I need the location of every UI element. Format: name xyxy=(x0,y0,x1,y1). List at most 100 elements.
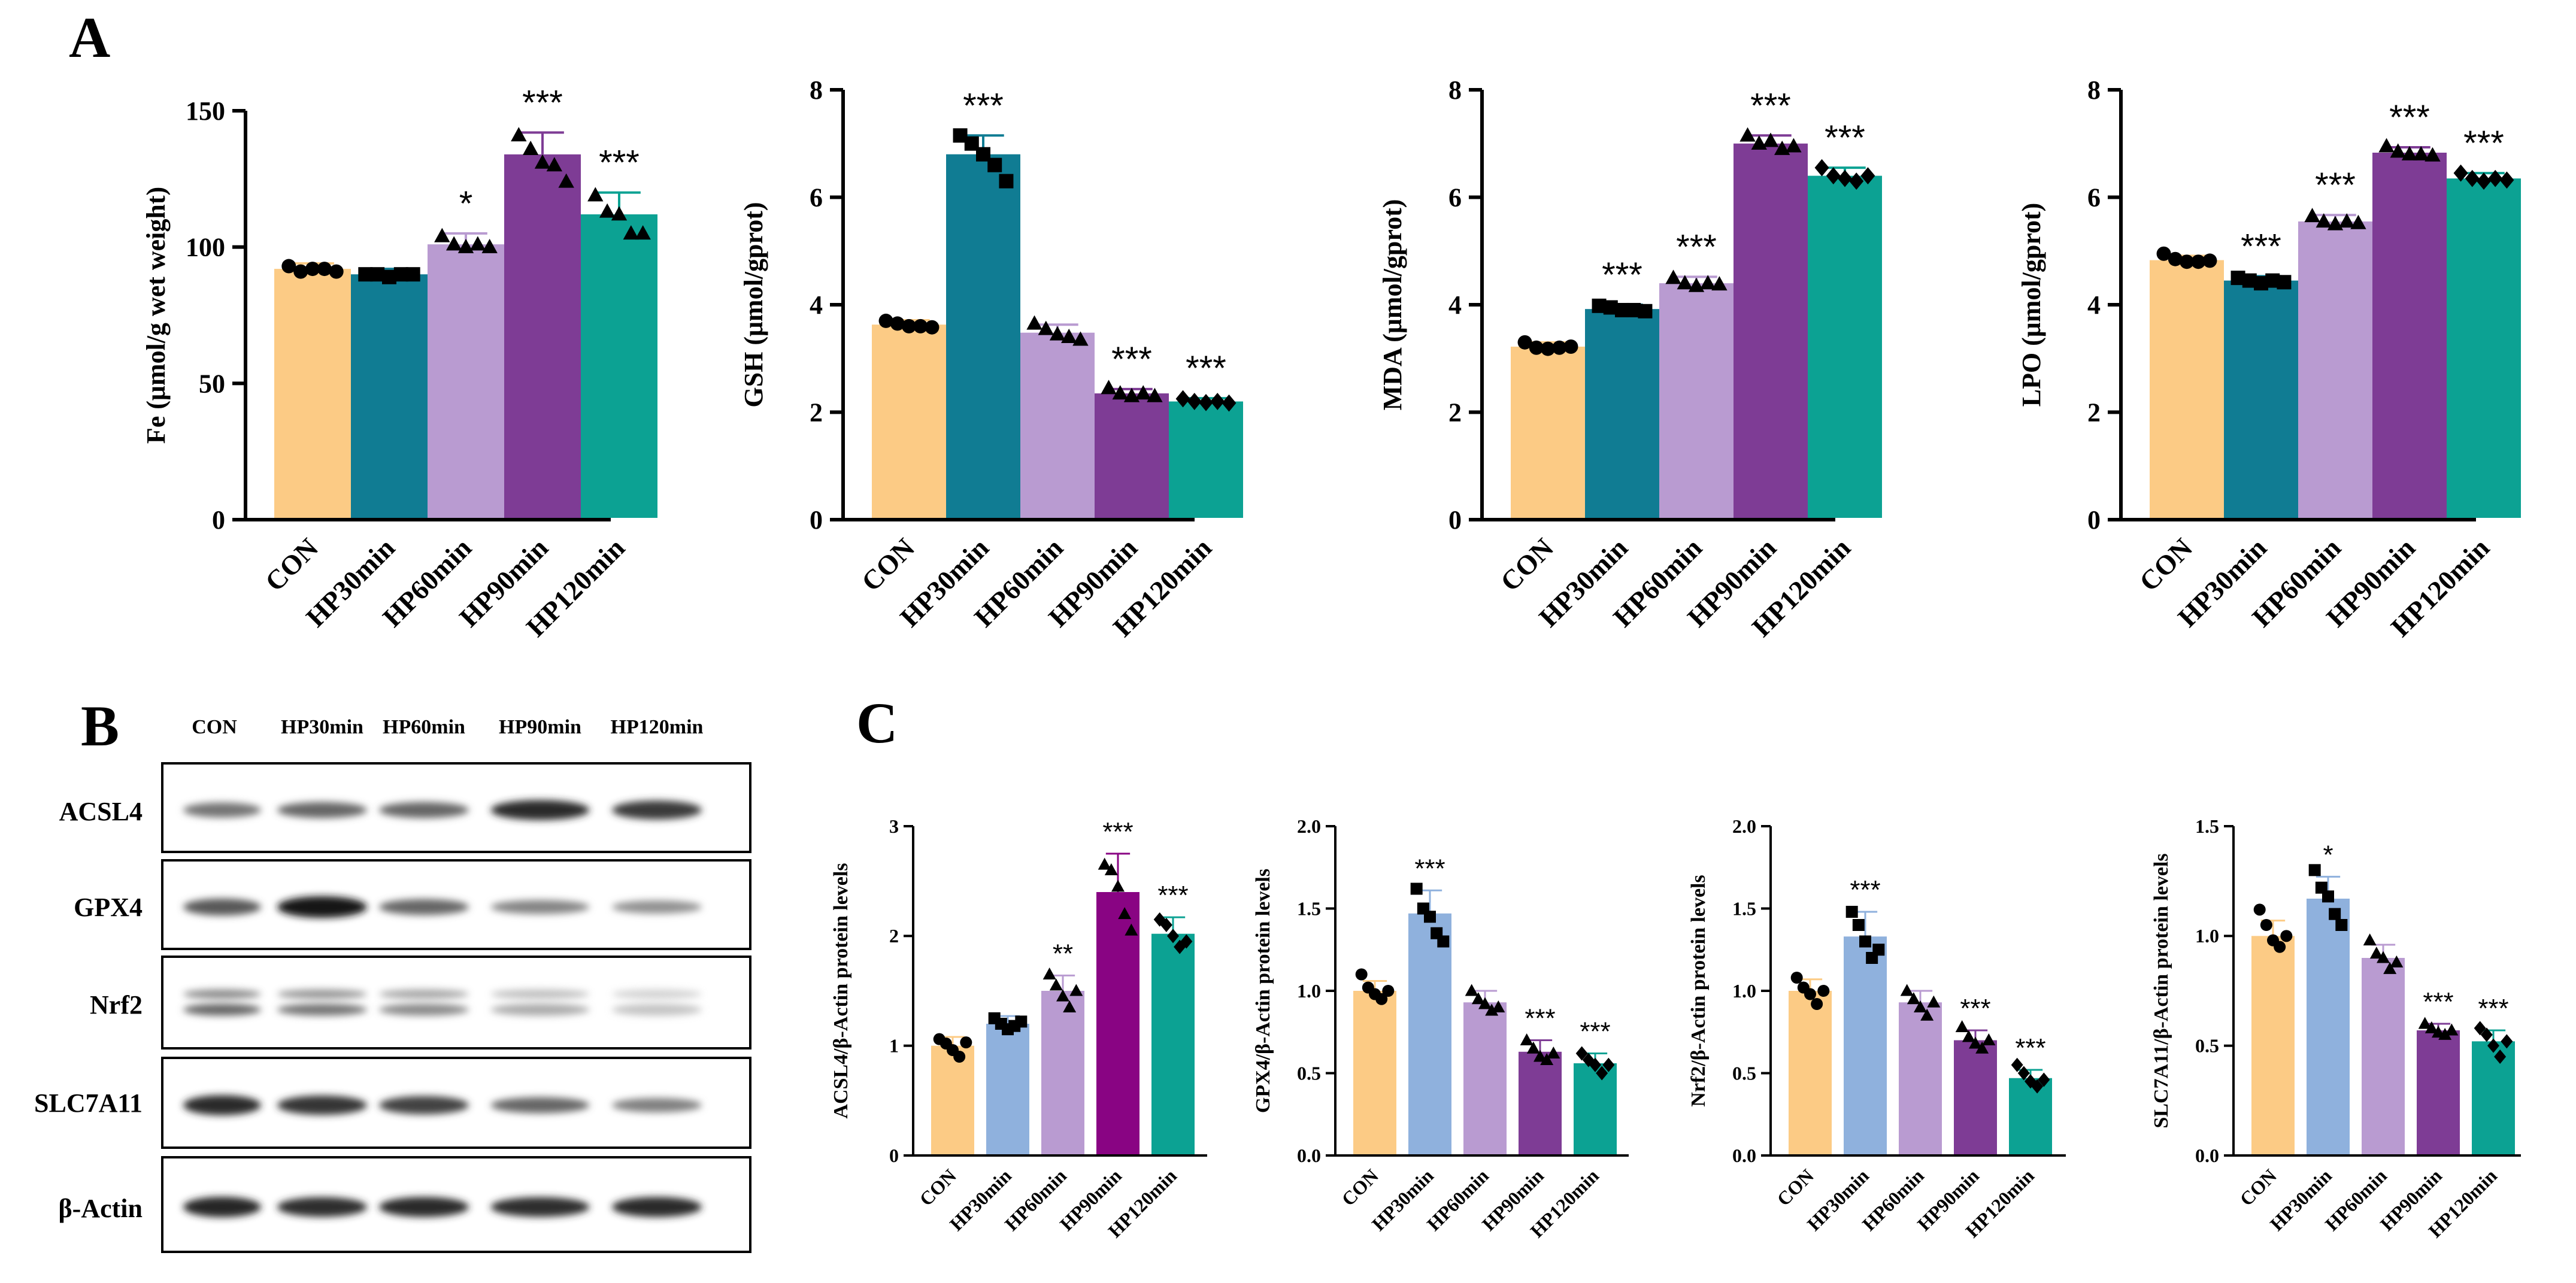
data-point xyxy=(405,267,420,282)
data-point xyxy=(1180,934,1193,949)
bar xyxy=(1659,283,1734,518)
x-tick-label: CON xyxy=(2133,532,2198,597)
data-point xyxy=(2369,947,2383,959)
data-point xyxy=(1375,993,1388,1005)
x-tick-label: CON xyxy=(2235,1164,2281,1210)
blot-band xyxy=(183,898,261,916)
data-point xyxy=(2011,1057,2023,1072)
y-tick-label: 0 xyxy=(810,505,823,535)
y-axis-label: SLC7A11/β-Actin protein levels xyxy=(2150,853,2172,1128)
data-point xyxy=(1790,972,1803,984)
bar xyxy=(2307,899,2350,1154)
data-point xyxy=(1552,340,1567,355)
significance-label: *** xyxy=(1157,881,1188,910)
y-tick-label: 6 xyxy=(810,183,823,212)
data-point xyxy=(987,157,1002,172)
bar xyxy=(1585,309,1659,518)
bar xyxy=(872,324,946,518)
bar xyxy=(1844,936,1887,1154)
blot-band xyxy=(183,1196,261,1218)
bar xyxy=(2224,280,2298,518)
significance-label: ** xyxy=(1053,939,1073,968)
blot-lane-label: HP60min xyxy=(383,716,465,738)
data-point xyxy=(635,225,651,240)
data-point xyxy=(1424,911,1436,923)
data-point xyxy=(2191,254,2206,269)
y-tick-label: 0 xyxy=(1448,505,1462,535)
data-point xyxy=(1711,276,1728,291)
data-point xyxy=(1112,385,1128,400)
significance-label: *** xyxy=(2478,994,2508,1023)
data-point xyxy=(2280,930,2293,942)
data-point xyxy=(1104,863,1118,875)
x-tick-label: CON xyxy=(1337,1164,1383,1210)
y-tick-label: 1.0 xyxy=(1297,980,1321,1002)
data-point xyxy=(913,319,928,333)
data-point xyxy=(1026,315,1042,330)
y-tick-label: 8 xyxy=(1448,75,1462,105)
blot-row-label-slc7a11: SLC7A11 xyxy=(34,1088,143,1118)
y-tick-label: 0.5 xyxy=(2195,1035,2219,1057)
data-point xyxy=(2418,1017,2432,1029)
blot-lane-label: HP30min xyxy=(281,716,363,738)
y-tick-label: 0 xyxy=(889,1145,899,1166)
data-point xyxy=(1626,302,1641,317)
data-point xyxy=(2156,246,2171,261)
data-point xyxy=(481,238,498,253)
data-point xyxy=(1540,1053,1554,1065)
blot-strips xyxy=(161,762,751,1253)
data-point xyxy=(2202,253,2217,268)
x-tick-label: CON xyxy=(259,532,324,597)
significance-label: *** xyxy=(599,144,640,183)
x-tick-label: CON xyxy=(915,1164,960,1210)
data-point xyxy=(1804,988,1816,1000)
data-point xyxy=(1575,1046,1588,1061)
blot-band xyxy=(379,989,469,999)
y-tick-label: 0.5 xyxy=(1732,1062,1756,1084)
data-point xyxy=(1900,984,1914,996)
blot-band xyxy=(612,1197,702,1217)
data-point xyxy=(1061,329,1077,344)
bar xyxy=(986,1024,1029,1154)
blot-band xyxy=(490,1197,590,1217)
y-tick-label: 1.5 xyxy=(1297,897,1321,919)
data-point xyxy=(1098,857,1111,870)
significance-label: *** xyxy=(2463,124,2504,163)
data-point xyxy=(953,1051,966,1063)
data-point xyxy=(293,264,308,279)
bar xyxy=(2372,153,2447,518)
bar xyxy=(1734,143,1808,518)
data-point xyxy=(1492,1000,1505,1012)
data-point xyxy=(1222,394,1237,412)
data-point xyxy=(1199,393,1213,411)
bar xyxy=(2009,1078,2052,1154)
blot-row-label-nrf2: Nrf2 xyxy=(90,990,143,1020)
data-point xyxy=(1541,341,1555,356)
data-point xyxy=(2308,864,2321,876)
y-tick-label: 0.5 xyxy=(1297,1062,1321,1084)
data-point xyxy=(317,262,332,277)
data-point xyxy=(1845,906,1858,918)
significance-label: * xyxy=(459,184,473,223)
bar xyxy=(1519,1051,1562,1154)
bar xyxy=(1151,933,1195,1154)
y-tick-label: 1.5 xyxy=(1732,897,1756,919)
panel-label-b: B xyxy=(81,694,119,758)
significance-label: *** xyxy=(2315,166,2356,205)
data-point xyxy=(1485,1003,1499,1016)
data-point xyxy=(2304,208,2320,223)
y-tick-label: 0.0 xyxy=(2195,1145,2219,1166)
bar xyxy=(2447,178,2521,518)
blot-band xyxy=(379,899,469,915)
bar xyxy=(1954,1040,1997,1154)
y-tick-label: 2.0 xyxy=(1732,815,1756,837)
blot-band xyxy=(379,802,469,818)
blot-row-label-acsl4: ACSL4 xyxy=(59,797,143,826)
data-point xyxy=(1920,1008,1934,1021)
y-tick-label: 50 xyxy=(199,369,225,398)
data-point xyxy=(1534,1050,1547,1062)
data-point xyxy=(1589,1057,1601,1072)
y-axis-label: Nrf2/β-Actin protein levels xyxy=(1687,875,1710,1106)
data-point xyxy=(2488,169,2503,187)
